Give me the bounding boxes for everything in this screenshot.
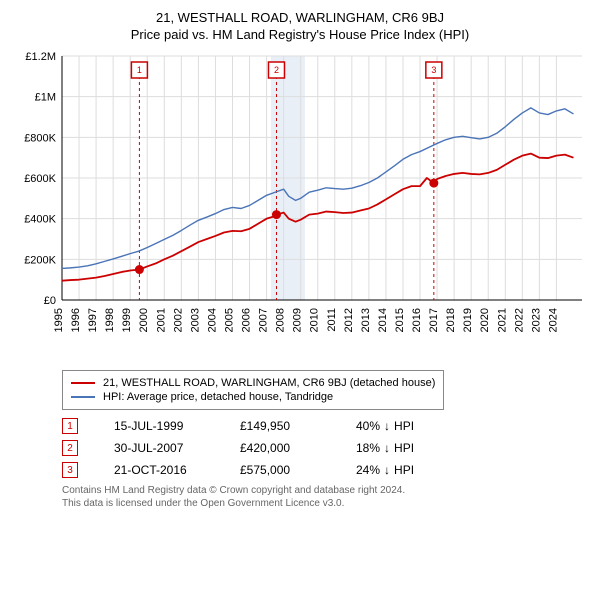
- svg-text:2019: 2019: [462, 308, 474, 332]
- svg-text:£1M: £1M: [35, 92, 56, 104]
- sale-diff-pct: 18%: [356, 441, 380, 455]
- sale-marker-box: 3: [62, 462, 78, 478]
- svg-text:£200K: £200K: [24, 254, 56, 266]
- svg-text:2014: 2014: [377, 308, 389, 332]
- legend-swatch: [71, 382, 95, 384]
- svg-text:2010: 2010: [309, 308, 321, 332]
- svg-text:1997: 1997: [87, 308, 99, 332]
- sales-table: 1 15-JUL-1999 £149,950 40% ↓ HPI 2 30-JU…: [62, 418, 588, 478]
- sales-row: 1 15-JUL-1999 £149,950 40% ↓ HPI: [62, 418, 588, 434]
- svg-text:2022: 2022: [513, 308, 525, 332]
- svg-text:2015: 2015: [394, 308, 406, 332]
- svg-text:2004: 2004: [206, 308, 218, 332]
- footer-line: Contains HM Land Registry data © Crown c…: [62, 484, 588, 497]
- svg-text:2006: 2006: [241, 308, 253, 332]
- legend: 21, WESTHALL ROAD, WARLINGHAM, CR6 9BJ (…: [62, 370, 444, 410]
- svg-text:£600K: £600K: [24, 173, 56, 185]
- svg-text:3: 3: [431, 65, 436, 75]
- sale-date: 15-JUL-1999: [114, 419, 204, 433]
- svg-text:£1.2M: £1.2M: [25, 52, 56, 63]
- sale-marker-num: 1: [67, 421, 73, 432]
- sale-price: £575,000: [240, 463, 320, 477]
- sale-marker-box: 2: [62, 440, 78, 456]
- sale-diff-label: HPI: [394, 441, 414, 455]
- svg-text:1999: 1999: [121, 308, 133, 332]
- svg-text:£0: £0: [44, 295, 56, 307]
- svg-text:2018: 2018: [445, 308, 457, 332]
- chart-container: 21, WESTHALL ROAD, WARLINGHAM, CR6 9BJ P…: [0, 0, 600, 518]
- svg-text:2011: 2011: [326, 308, 338, 332]
- chart-plot-area: £0 £200K £400K £600K £800K £1M £1.2M 1995 1996 19…: [12, 52, 588, 362]
- sales-row: 3 21-OCT-2016 £575,000 24% ↓ HPI: [62, 462, 588, 478]
- sale-diff-pct: 40%: [356, 419, 380, 433]
- svg-text:2000: 2000: [138, 308, 150, 332]
- svg-text:2008: 2008: [275, 308, 287, 332]
- sale-marker-num: 2: [67, 443, 73, 454]
- legend-label: 21, WESTHALL ROAD, WARLINGHAM, CR6 9BJ (…: [103, 377, 435, 389]
- chart-svg: £0 £200K £400K £600K £800K £1M £1.2M 1995 1996 19…: [12, 52, 588, 362]
- svg-text:1996: 1996: [70, 308, 82, 332]
- sales-row: 2 30-JUL-2007 £420,000 18% ↓ HPI: [62, 440, 588, 456]
- footer-attribution: Contains HM Land Registry data © Crown c…: [62, 484, 588, 510]
- legend-item: HPI: Average price, detached house, Tand…: [71, 391, 435, 403]
- sale-price: £420,000: [240, 441, 320, 455]
- svg-text:2017: 2017: [428, 308, 440, 332]
- sale-price: £149,950: [240, 419, 320, 433]
- svg-text:£800K: £800K: [24, 132, 56, 144]
- legend-label: HPI: Average price, detached house, Tand…: [103, 391, 333, 403]
- svg-text:2007: 2007: [258, 308, 270, 332]
- svg-text:2021: 2021: [496, 308, 508, 332]
- sale-date: 30-JUL-2007: [114, 441, 204, 455]
- footer-line: This data is licensed under the Open Gov…: [62, 497, 588, 510]
- sale-diff: 18% ↓ HPI: [356, 441, 446, 455]
- sale-marker-box: 1: [62, 418, 78, 434]
- svg-text:£400K: £400K: [24, 214, 56, 226]
- svg-text:1995: 1995: [53, 308, 65, 332]
- chart-subtitle: Price paid vs. HM Land Registry's House …: [12, 27, 588, 42]
- sale-diff-label: HPI: [394, 419, 414, 433]
- svg-text:2016: 2016: [411, 308, 423, 332]
- svg-text:2023: 2023: [530, 308, 542, 332]
- svg-text:2013: 2013: [360, 308, 372, 332]
- svg-text:2005: 2005: [223, 308, 235, 332]
- svg-text:2003: 2003: [189, 308, 201, 332]
- arrow-down-icon: ↓: [384, 463, 390, 477]
- svg-text:2024: 2024: [547, 308, 559, 332]
- legend-item: 21, WESTHALL ROAD, WARLINGHAM, CR6 9BJ (…: [71, 377, 435, 389]
- sale-diff: 40% ↓ HPI: [356, 419, 446, 433]
- svg-text:2020: 2020: [479, 308, 491, 332]
- svg-text:2012: 2012: [343, 308, 355, 332]
- sale-marker-num: 3: [67, 465, 73, 476]
- arrow-down-icon: ↓: [384, 419, 390, 433]
- sale-diff-label: HPI: [394, 463, 414, 477]
- svg-text:2009: 2009: [292, 308, 304, 332]
- svg-text:2: 2: [274, 65, 279, 75]
- legend-swatch: [71, 396, 95, 397]
- arrow-down-icon: ↓: [384, 441, 390, 455]
- sale-diff: 24% ↓ HPI: [356, 463, 446, 477]
- svg-text:1998: 1998: [104, 308, 116, 332]
- svg-text:1: 1: [137, 65, 142, 75]
- chart-title: 21, WESTHALL ROAD, WARLINGHAM, CR6 9BJ: [12, 10, 588, 25]
- sale-date: 21-OCT-2016: [114, 463, 204, 477]
- sale-diff-pct: 24%: [356, 463, 380, 477]
- svg-text:2001: 2001: [155, 308, 167, 332]
- svg-text:2002: 2002: [172, 308, 184, 332]
